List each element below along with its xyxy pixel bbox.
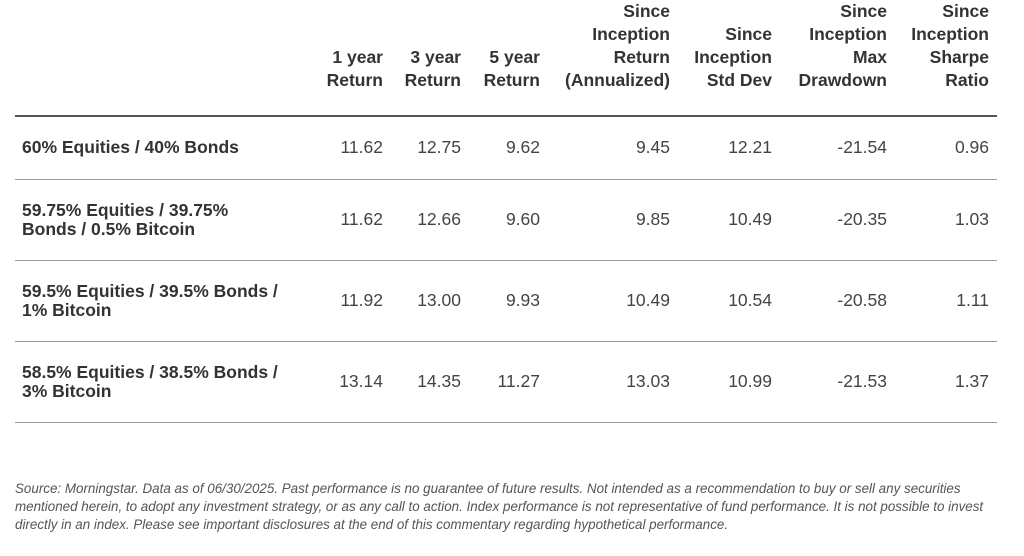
column-header-line: Return [404,70,461,90]
row-label-line: Bonds / 0.5% Bitcoin [22,218,196,239]
performance-table-container: 1 year Return 3 year Return 5 year Return Sinc… [15,0,997,423]
column-header-line: Return [613,47,670,67]
column-header-line: Since [725,24,772,44]
table-cell: 9.62 [505,137,540,158]
table-cell: 14.35 [417,371,461,391]
table-cell: -20.35 [837,209,887,229]
column-header-line: Inception [694,47,772,67]
column-header-line: Inception [911,24,989,44]
table-cell: 1.03 [954,209,989,229]
column-header-line: Drawdown [798,70,887,90]
row-label-line: 59.5% Equities / 39.5% Bonds / [22,280,278,301]
row-label: 60% Equities / 40% Bonds [15,116,313,179]
table-row: 60% Equities / 40% Bonds 11.62 12.75 9.62 9.… [15,116,997,179]
table-cell: 11.62 [340,137,384,158]
table-cell: 10.49 [728,209,772,229]
column-header-4: Since Inception Return (Annualized) [548,0,678,116]
header-row: 1 year Return 3 year Return 5 year Return Sinc… [15,0,997,116]
table-cell: 11.27 [497,371,541,391]
row-label-line: 58.5% Equities / 38.5% Bonds / [22,361,278,382]
table-cell: 10.54 [728,290,772,310]
column-header-1: 1 year Return [313,0,391,116]
column-header-line: Inception [592,24,670,44]
row-label: 59.75% Equities / 39.75% Bonds / 0.5% Bit… [15,179,313,260]
header-label-column [15,0,313,116]
table-header: 1 year Return 3 year Return 5 year Return Sinc… [15,0,997,116]
table-cell: -21.53 [837,371,887,391]
column-header-line: Return [326,70,383,90]
column-header-line: Max [852,47,887,67]
table-cell: 0.96 [954,137,989,158]
table-cell: 13.00 [417,290,461,310]
row-label-line: 60% Equities / 40% Bonds [22,137,239,158]
column-header-3: 5 year Return [469,0,548,116]
table-cell: -20.58 [837,290,887,310]
table-cell: 13.14 [339,371,383,391]
table-row: 59.75% Equities / 39.75% Bonds / 0.5% Bit… [15,179,997,260]
column-header-2: 3 year Return [391,0,469,116]
column-header-line: (Annualized) [565,70,670,90]
table-cell: 12.21 [728,137,772,158]
table-cell: 9.93 [505,290,540,310]
source-footnote: Source: Morningstar. Data as of 06/30/20… [15,481,984,532]
column-header-6: Since Inception Max Drawdown [780,0,895,116]
table-row: 59.5% Equities / 39.5% Bonds /1% Bitcoin… [15,260,997,341]
row-label: 58.5% Equities / 38.5% Bonds /3% Bitcoin [15,341,313,422]
column-header-line: Std Dev [706,70,772,90]
column-header-line: 3 year [410,47,461,67]
table-cell: 11.62 [340,209,384,229]
column-header-line: Ratio [945,70,989,90]
column-header-line: Since [840,1,887,21]
table-row: 58.5% Equities / 38.5% Bonds /3% Bitcoin… [15,341,997,422]
row-label-line: 59.75% Equities / 39.75% [22,199,229,220]
row-label-line: 3% Bitcoin [22,380,112,401]
column-header-7: Since Inception Sharpe Ratio [895,0,997,116]
table-cell: 13.03 [626,371,670,391]
table-cell: 1.11 [956,290,989,310]
column-header-line: 1 year [332,47,383,67]
column-header-5: Since Inception Std Dev [678,0,780,116]
column-header-line: Inception [809,24,887,44]
table-cell: 10.49 [626,290,670,310]
table-cell: 12.66 [417,209,461,229]
column-header-line: Sharpe [929,47,989,67]
row-label-line: 1% Bitcoin [22,299,112,320]
table-cell: 1.37 [954,371,989,391]
table-cell: 11.92 [340,290,384,310]
column-header-line: 5 year [489,47,540,67]
table-cell: 10.99 [728,371,772,391]
performance-table: 1 year Return 3 year Return 5 year Return Sinc… [15,0,997,423]
column-header-line: Since [942,1,989,21]
table-cell: -21.54 [837,137,887,158]
table-cell: 12.75 [417,137,461,158]
table-cell: 9.85 [635,209,670,229]
column-header-line: Since [623,1,670,21]
table-body: 60% Equities / 40% Bonds 11.62 12.75 9.62 9.… [15,116,997,422]
table-cell: 9.60 [505,209,540,229]
table-cell: 9.45 [635,137,670,158]
row-label: 59.5% Equities / 39.5% Bonds /1% Bitcoin [15,260,313,341]
column-header-line: Return [483,70,540,90]
